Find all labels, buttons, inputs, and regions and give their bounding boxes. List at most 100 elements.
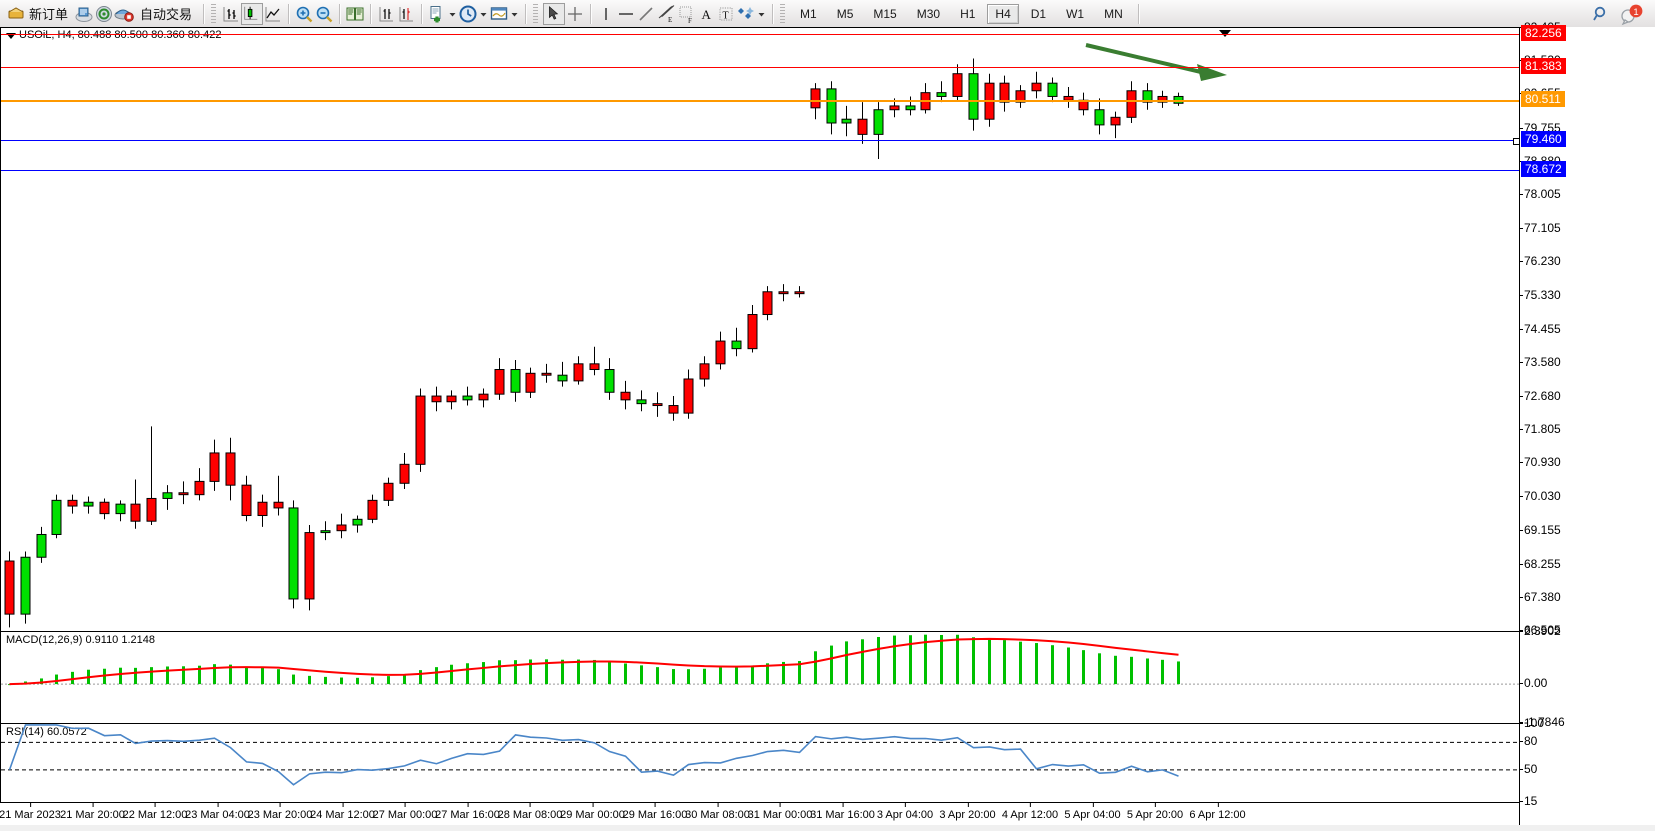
timeframe-h1[interactable]: H1	[960, 6, 976, 21]
price-tick: 71.805	[1519, 422, 1561, 436]
price-level-label-82-256[interactable]: 82.256	[1521, 24, 1566, 41]
toolbar-separator	[370, 3, 372, 24]
notification-count: 1	[1633, 7, 1638, 18]
equidistant-channel-icon[interactable]: F	[676, 4, 696, 25]
toolbar-grip[interactable]	[533, 3, 539, 24]
zoom-out-icon[interactable]	[314, 4, 334, 24]
timeframe-w1[interactable]: W1	[1066, 6, 1085, 21]
toolbar-separator	[339, 3, 341, 24]
new-order-icon	[6, 4, 26, 24]
price-tick: 75.330	[1519, 288, 1561, 303]
macd-label: MACD(12,26,9) 0.9110 1.2148	[6, 634, 155, 646]
svg-text:A: A	[702, 7, 712, 22]
time-tick: 21 Mar 20:00	[60, 802, 125, 821]
chart-shift-marker-icon[interactable]	[1219, 30, 1231, 37]
price-tick: 78.005	[1519, 186, 1561, 201]
notification-icon[interactable]: 1	[1619, 4, 1645, 25]
level-anchor-handle[interactable]	[1513, 137, 1520, 145]
chart-collapse-arrow-icon[interactable]	[6, 33, 16, 39]
toolbar-separator	[288, 3, 290, 24]
candlestick-chart-icon[interactable]	[241, 2, 264, 25]
navigator-icon[interactable]	[94, 4, 114, 24]
cursor-icon[interactable]	[543, 2, 566, 25]
price-tick: 66.505	[1519, 623, 1561, 637]
price-level-line-82-256[interactable]	[1, 33, 1519, 35]
time-tick: 23 Mar 20:00	[247, 802, 313, 821]
timeframe-m30[interactable]: M30	[916, 6, 941, 21]
time-tick: 28 Mar 08:00	[497, 802, 563, 821]
autotrading-label: 自动交易	[140, 7, 193, 22]
timeframe-d1[interactable]: D1	[1030, 6, 1047, 21]
timeframe-h4[interactable]: H4	[987, 3, 1019, 24]
macd-tick: 2.3902	[1519, 624, 1561, 638]
template-icon[interactable]	[489, 4, 509, 24]
tile-windows-icon[interactable]	[345, 4, 365, 24]
shift-end-icon[interactable]	[396, 4, 416, 24]
chevron-down-icon[interactable]	[509, 4, 520, 24]
horizontal-line-icon[interactable]	[616, 4, 636, 24]
macd-pane[interactable]: MACD(12,26,9) 0.9110 1.2148	[0, 631, 1520, 724]
indicators-icon[interactable]	[427, 4, 447, 24]
chevron-down-icon[interactable]	[447, 4, 458, 24]
new-order-button[interactable]: 新订单	[1, 1, 73, 27]
timeframe-mn[interactable]: MN	[1104, 6, 1123, 21]
price-level-line-80-511[interactable]	[1, 99, 1519, 102]
rsi-pane[interactable]: RSI(14) 60.0572	[0, 723, 1520, 803]
price-level-label-80-511[interactable]: 80.511	[1521, 90, 1565, 107]
timeframe-m5[interactable]: M5	[836, 6, 854, 21]
time-tick: 29 Mar 00:00	[560, 802, 625, 821]
chevron-down-icon[interactable]	[478, 4, 489, 24]
time-tick: 30 Mar 08:00	[685, 802, 750, 821]
text-label-icon[interactable]: T	[716, 4, 736, 24]
expert-advisor-icon[interactable]	[74, 4, 94, 24]
price-level-label-81-383[interactable]: 81.383	[1521, 57, 1566, 74]
rsi-label: RSI(14) 60.0572	[6, 726, 87, 738]
chart-plot-area[interactable]: USOiL, H4, 80.488 80.500 80.360 80.422 M…	[0, 27, 1520, 831]
line-chart-icon[interactable]	[263, 4, 283, 24]
bar-chart-icon[interactable]	[221, 4, 241, 24]
price-pane[interactable]: USOiL, H4, 80.488 80.500 80.360 80.422	[0, 27, 1520, 632]
bearish-trend-arrow	[1085, 43, 1227, 81]
text-icon[interactable]: A	[696, 4, 716, 24]
chart-window[interactable]: USOiL, H4, 80.488 80.500 80.360 80.422 M…	[0, 20, 1655, 831]
macd-tick: -1.7846	[1519, 715, 1565, 729]
svg-text:T: T	[723, 10, 729, 21]
rsi-tick: 80	[1518, 734, 1538, 749]
toolbar-grip[interactable]	[211, 3, 217, 24]
status-bar	[0, 825, 1655, 831]
toolbar-separator	[590, 3, 592, 24]
time-tick: 6 Apr 12:00	[1189, 802, 1246, 821]
timeframe-m15[interactable]: M15	[873, 6, 897, 21]
price-level-line-79-460[interactable]	[1, 139, 1519, 141]
price-level-label-78-672[interactable]: 78.672	[1521, 160, 1566, 177]
timeframe-m1[interactable]: M1	[800, 6, 817, 21]
crosshair-icon[interactable]	[565, 4, 585, 24]
toolbar-separator	[203, 3, 205, 24]
autotrading-icon[interactable]	[114, 4, 134, 24]
zoom-in-icon[interactable]	[294, 4, 314, 24]
time-tick: 21 Mar 2023	[0, 802, 61, 821]
price-axis[interactable]: 82.40581.53080.65579.75578.88078.00577.1…	[1518, 20, 1655, 831]
time-tick: 5 Apr 04:00	[1064, 802, 1121, 821]
price-tick: 70.030	[1519, 489, 1561, 504]
price-tick: 70.930	[1519, 455, 1561, 470]
period-icon[interactable]	[458, 4, 478, 24]
vertical-line-icon[interactable]	[596, 4, 616, 24]
shift-start-icon[interactable]	[376, 4, 396, 24]
search-icon[interactable]	[1591, 4, 1611, 24]
price-level-label-79-460[interactable]: 79.460	[1521, 130, 1566, 147]
price-level-line-78-672[interactable]	[1, 169, 1519, 171]
drawings-icon[interactable]	[736, 4, 756, 24]
time-tick: 23 Mar 04:00	[185, 802, 250, 821]
toolbar-separator	[421, 3, 423, 24]
autotrading-button[interactable]: 自动交易	[135, 1, 197, 27]
fibonacci-icon[interactable]: E	[656, 4, 676, 24]
trendline-icon[interactable]	[636, 4, 656, 24]
toolbar-separator	[525, 3, 527, 24]
price-level-line-81-383[interactable]	[1, 66, 1519, 68]
chevron-down-icon[interactable]	[756, 4, 767, 24]
svg-text:F: F	[688, 17, 692, 24]
symbol-ohlc-label: USOiL, H4, 80.488 80.500 80.360 80.422	[19, 29, 222, 41]
price-tick: 69.155	[1519, 522, 1561, 537]
toolbar-grip[interactable]	[780, 3, 786, 24]
